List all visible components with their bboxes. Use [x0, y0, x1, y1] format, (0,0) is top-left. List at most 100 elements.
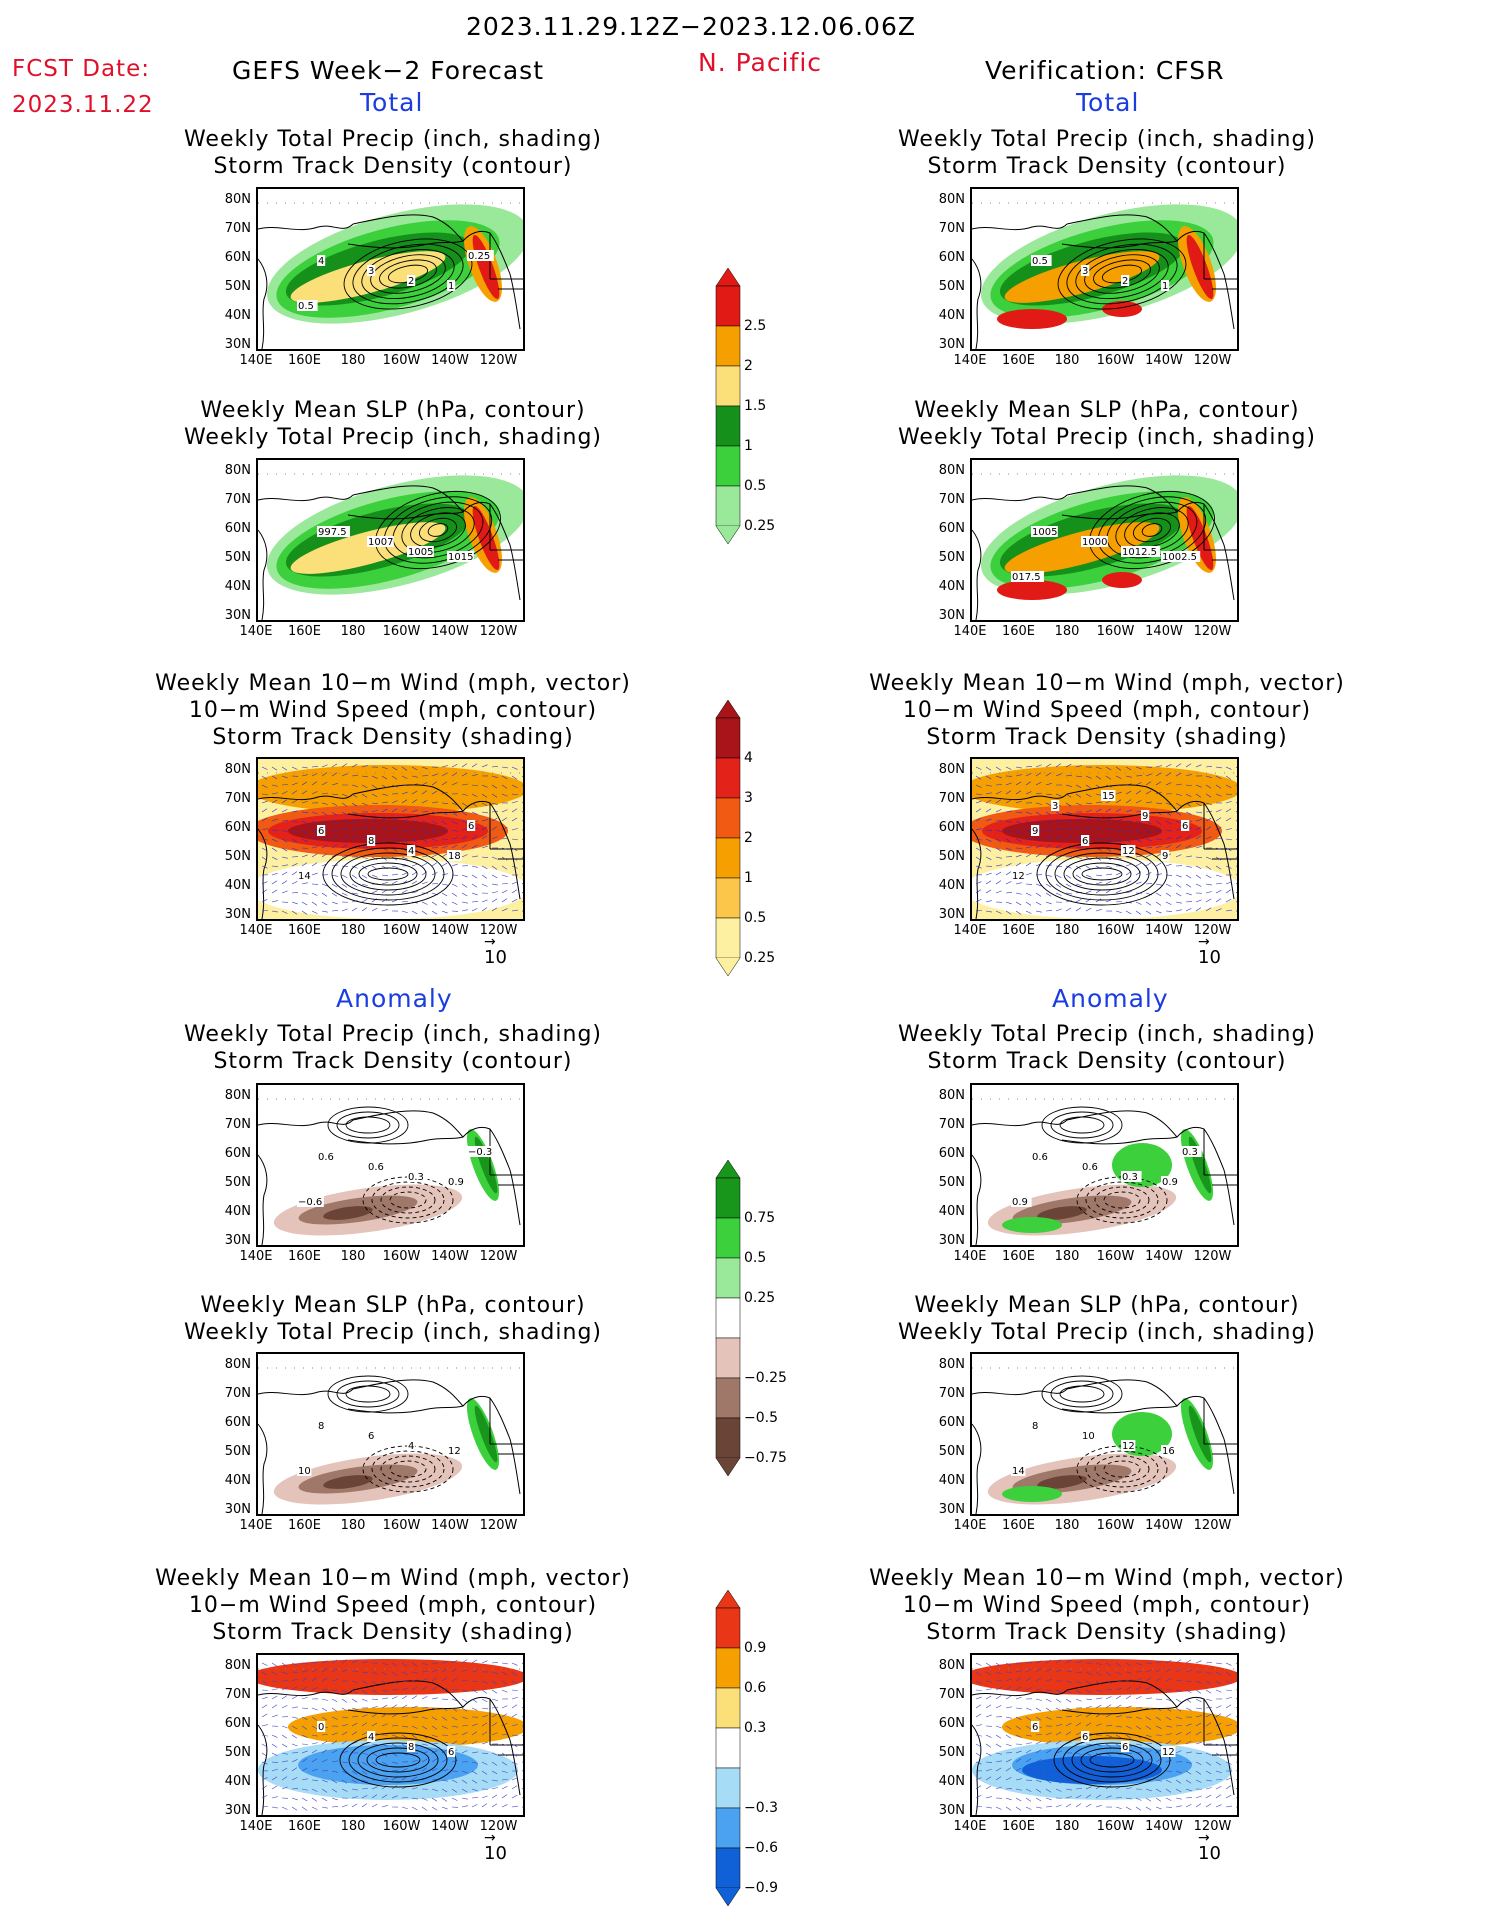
lat-label: 80N	[224, 463, 251, 478]
contour-label: 1005	[1032, 527, 1057, 538]
contour-label: 6	[448, 1747, 454, 1758]
lon-label: 180	[1054, 353, 1080, 368]
colorbar-swatch	[715, 1847, 741, 1889]
lon-label: 140E	[239, 1819, 273, 1834]
lon-label: 120W	[1193, 923, 1232, 938]
colorbar-storm-anomaly	[715, 1590, 741, 1906]
contour-label: 0.6	[318, 1152, 334, 1163]
lon-label: 140E	[953, 624, 987, 639]
lat-label: 50N	[224, 1444, 251, 1459]
fcst-date-value: 2023.11.22	[12, 92, 154, 118]
anomaly-contours	[1041, 1375, 1123, 1413]
colorbar-swatch	[715, 1727, 741, 1769]
wind-speed-contours	[322, 842, 454, 906]
precip-anom-wet-max	[1188, 1405, 1212, 1463]
colorbar-swatch	[715, 405, 741, 447]
lon-label: 160E	[287, 1249, 322, 1264]
contour-label: 1000	[1082, 537, 1107, 548]
precip-anom-dry-max	[1037, 1475, 1087, 1489]
precip-shade-max	[1102, 572, 1142, 588]
model-title: GEFS Week−2 Forecast	[232, 56, 545, 85]
contour-label: 9	[1162, 851, 1168, 862]
lat-label: 50N	[224, 279, 251, 294]
title-vf-anom-precip-storm: Weekly Total Precip (inch, shading) Storm…	[897, 1022, 1317, 1074]
contour-label: 18	[448, 851, 461, 862]
vector-reference: → 10	[1198, 1830, 1221, 1864]
colorbar-tick: 0.5	[744, 1250, 767, 1266]
lon-label: 160W	[1096, 923, 1135, 938]
lon-label: 180	[340, 1249, 366, 1264]
precip-shade-max	[997, 580, 1067, 600]
map-panel-fc_p3: 6 8 4 18 14 6	[256, 757, 525, 921]
storm-shade-max	[1002, 819, 1162, 843]
colorbar-tick: 0.25	[744, 518, 776, 534]
colorbar-swatch	[715, 1297, 741, 1339]
contour-label: 3	[1082, 266, 1088, 277]
colorbar-tick: 3	[744, 790, 753, 806]
contour-label: 2	[408, 276, 414, 287]
colorbar-swatch	[715, 1177, 741, 1219]
lat-label: 80N	[938, 762, 965, 777]
coastline	[258, 473, 523, 620]
lon-label: 180	[1054, 923, 1080, 938]
lat-label: 30N	[224, 608, 251, 623]
lon-label: 180	[340, 353, 366, 368]
contour-label: 0.3	[1122, 1172, 1138, 1183]
lat-label: 60N	[224, 250, 251, 265]
title-vf-anom-wind-storm: Weekly Mean 10−m Wind (mph, vector) 10−m …	[869, 1566, 1345, 1645]
colorbar-swatch	[715, 485, 741, 527]
map-panel-vf_a1: 0.6 0.6 0.3 0.9 0.9 0.3	[970, 1083, 1239, 1247]
lat-label: 30N	[224, 337, 251, 352]
contour-label: 8	[1032, 1421, 1038, 1432]
contour-label: 8	[368, 836, 374, 847]
lon-label: 140W	[431, 624, 469, 639]
lon-label: 160W	[1096, 353, 1135, 368]
wind-vectors	[975, 1659, 1237, 1811]
lat-label: 60N	[938, 250, 965, 265]
section-anomaly-forecast: Anomaly	[336, 984, 453, 1013]
title-fc-slp-precip: Weekly Mean SLP (hPa, contour) Weekly Tot…	[183, 398, 603, 450]
precip-shade-heavy	[1004, 251, 1160, 303]
lon-label: 140E	[239, 353, 273, 368]
lat-label: 50N	[938, 1175, 965, 1190]
contour-label: 6	[368, 1431, 374, 1442]
contour-label: −0.6	[298, 1197, 322, 1208]
lat-label: 50N	[938, 550, 965, 565]
lon-label: 140E	[239, 1518, 273, 1533]
contour-label: 9	[1142, 811, 1148, 822]
lat-label: 70N	[938, 492, 965, 507]
lon-label: 140W	[431, 353, 469, 368]
lat-label: 60N	[938, 1716, 965, 1731]
lon-label: 180	[340, 1518, 366, 1533]
colorbar-tick: 0.75	[744, 1210, 776, 1226]
wind-anom-contours	[339, 1732, 457, 1788]
colorbar-tick: 0.5	[744, 910, 767, 926]
contour-label: 8	[408, 1742, 414, 1753]
contour-label: 12	[1012, 871, 1025, 882]
lat-label: 70N	[938, 1117, 965, 1132]
contour-label: 017.5	[1012, 572, 1041, 583]
precip-anom-dry-max	[323, 1475, 373, 1489]
lon-label: 160E	[1001, 1249, 1036, 1264]
colorbar-swatch	[715, 1217, 741, 1259]
lat-label: 30N	[224, 1502, 251, 1517]
lat-label: 70N	[938, 1687, 965, 1702]
contour-label: 6	[1032, 1722, 1038, 1733]
contour-label: 0.5	[1032, 256, 1048, 267]
contour-label: 12	[448, 1446, 461, 1457]
lon-label: 120W	[479, 1518, 518, 1533]
lon-label: 140W	[1145, 923, 1183, 938]
colorbar-precip-total	[715, 268, 741, 544]
precip-coast-max	[472, 505, 500, 571]
contour-label: 2	[1122, 276, 1128, 287]
contour-label: 0.3	[408, 1172, 424, 1183]
lon-label: 140W	[431, 1249, 469, 1264]
lon-label: 160E	[1001, 353, 1036, 368]
lat-label: 60N	[938, 820, 965, 835]
lon-label: 160W	[1096, 1249, 1135, 1264]
anomaly-contours	[1041, 1106, 1123, 1144]
storm-anom-mid-edge	[1002, 1707, 1237, 1747]
colorbar-swatch	[715, 757, 741, 799]
lon-label: 140W	[431, 923, 469, 938]
region-title: N. Pacific	[698, 48, 823, 77]
